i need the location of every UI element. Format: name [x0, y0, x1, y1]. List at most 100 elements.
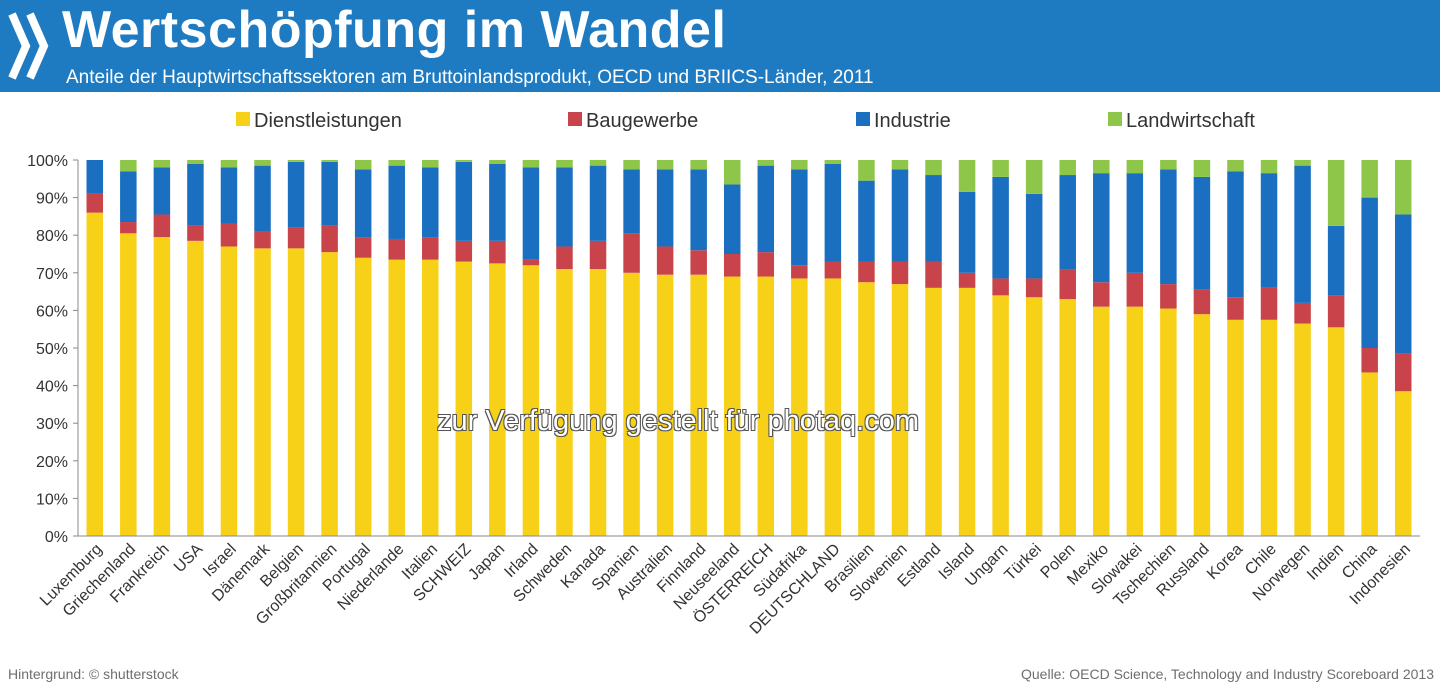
page-subtitle: Anteile der Hauptwirtschaftssektoren am …: [66, 67, 874, 88]
bar-segment: [287, 161, 305, 228]
bar-segment: [388, 165, 405, 239]
bar-segment: [1059, 299, 1076, 536]
bar-segment: [791, 160, 808, 170]
bar-stack: [1093, 160, 1110, 536]
bar-segment: [321, 160, 338, 162]
bar-group: [86, 160, 1412, 537]
bar-segment: [1294, 302, 1311, 324]
legend-label: Baugewerbe: [586, 110, 698, 132]
bar-stack: [187, 160, 204, 536]
bar-segment: [220, 160, 238, 168]
bar-segment: [287, 248, 305, 537]
footer-credit: Hintergrund: © shutterstock: [8, 666, 179, 682]
y-tick-label: 100%: [27, 153, 68, 170]
bar-stack: [556, 160, 573, 536]
bar-segment: [858, 282, 875, 536]
bar-stack: [1160, 160, 1177, 536]
bar-stack: [623, 160, 640, 536]
bar-segment: [422, 167, 439, 238]
bar-segment: [120, 233, 137, 536]
header-banner: Wertschöpfung im Wandel Anteile der Haup…: [0, 0, 1440, 92]
bar-stack: [589, 160, 607, 536]
x-tick-label: Japan: [465, 541, 508, 584]
bar-segment: [1361, 372, 1378, 536]
bar-stack: [153, 160, 171, 536]
legend-item: Landwirtschaft: [1108, 110, 1255, 132]
bar-stack: [1327, 160, 1345, 536]
y-tick-label: 0%: [45, 529, 68, 546]
bar-segment: [623, 233, 640, 273]
bar-segment: [1059, 160, 1076, 176]
bar-segment: [623, 160, 640, 170]
bar-segment: [791, 169, 808, 266]
bar-segment: [925, 160, 942, 176]
bar-segment: [86, 160, 104, 194]
bar-segment: [422, 237, 439, 260]
bar-stack: [1361, 160, 1378, 536]
bar-segment: [1025, 160, 1043, 194]
bar-segment: [556, 246, 573, 270]
bar-segment: [220, 246, 238, 537]
bar-segment: [757, 252, 775, 277]
bar-segment: [1160, 284, 1177, 309]
bar-segment: [757, 276, 775, 536]
bar-stack: [220, 160, 238, 537]
bar-stack: [1126, 160, 1144, 536]
bar-segment: [187, 225, 204, 241]
bar-segment: [388, 160, 405, 166]
bar-segment: [489, 163, 506, 241]
bar-segment: [120, 222, 137, 234]
bar-segment: [891, 169, 909, 262]
bar-segment: [153, 167, 171, 215]
bar-segment: [1193, 289, 1211, 315]
bar-segment: [824, 160, 842, 164]
bar-stack: [858, 160, 875, 536]
bar-stack: [757, 160, 775, 536]
bar-stack: [354, 160, 372, 536]
legend-item: Industrie: [856, 110, 951, 132]
bar-segment: [623, 272, 640, 536]
bar-segment: [1059, 269, 1076, 300]
bar-segment: [254, 231, 271, 249]
footer-source: Quelle: OECD Science, Technology and Ind…: [1021, 666, 1434, 682]
bar-segment: [1025, 297, 1043, 536]
bar-segment: [86, 193, 104, 213]
bar-segment: [1327, 225, 1345, 296]
y-tick-label: 40%: [36, 379, 68, 396]
bar-segment: [891, 261, 909, 285]
y-tick-label: 30%: [36, 416, 68, 433]
bar-segment: [489, 263, 506, 536]
bar-segment: [153, 237, 171, 536]
bar-segment: [1025, 193, 1043, 279]
bar-segment: [422, 259, 439, 536]
bar-segment: [1160, 308, 1177, 536]
bar-stack: [824, 160, 842, 536]
bar-segment: [1193, 160, 1211, 177]
bar-segment: [589, 165, 607, 241]
bar-segment: [220, 167, 238, 224]
bar-segment: [489, 240, 506, 264]
bar-segment: [321, 252, 338, 536]
bar-stack: [1025, 160, 1043, 536]
bar-stack: [656, 160, 674, 536]
bar-segment: [489, 160, 506, 164]
bar-segment: [690, 274, 707, 536]
bar-segment: [556, 167, 573, 247]
x-tick-label: Korea: [1204, 541, 1246, 583]
page-title: Wertschöpfung im Wandel: [62, 1, 727, 59]
bar-segment: [958, 287, 976, 536]
bar-segment: [723, 276, 741, 536]
y-tick-label: 70%: [36, 266, 68, 283]
bar-segment: [623, 169, 640, 234]
bar-segment: [1227, 171, 1244, 298]
bar-segment: [1361, 197, 1378, 348]
y-tick-label: 80%: [36, 228, 68, 245]
bar-segment: [992, 176, 1009, 279]
bar-segment: [254, 248, 271, 537]
bar-segment: [858, 160, 875, 181]
bar-segment: [656, 160, 674, 170]
bar-segment: [891, 160, 909, 170]
legend-swatch: [568, 112, 582, 126]
bar-segment: [891, 284, 909, 536]
y-tick-label: 20%: [36, 454, 68, 471]
